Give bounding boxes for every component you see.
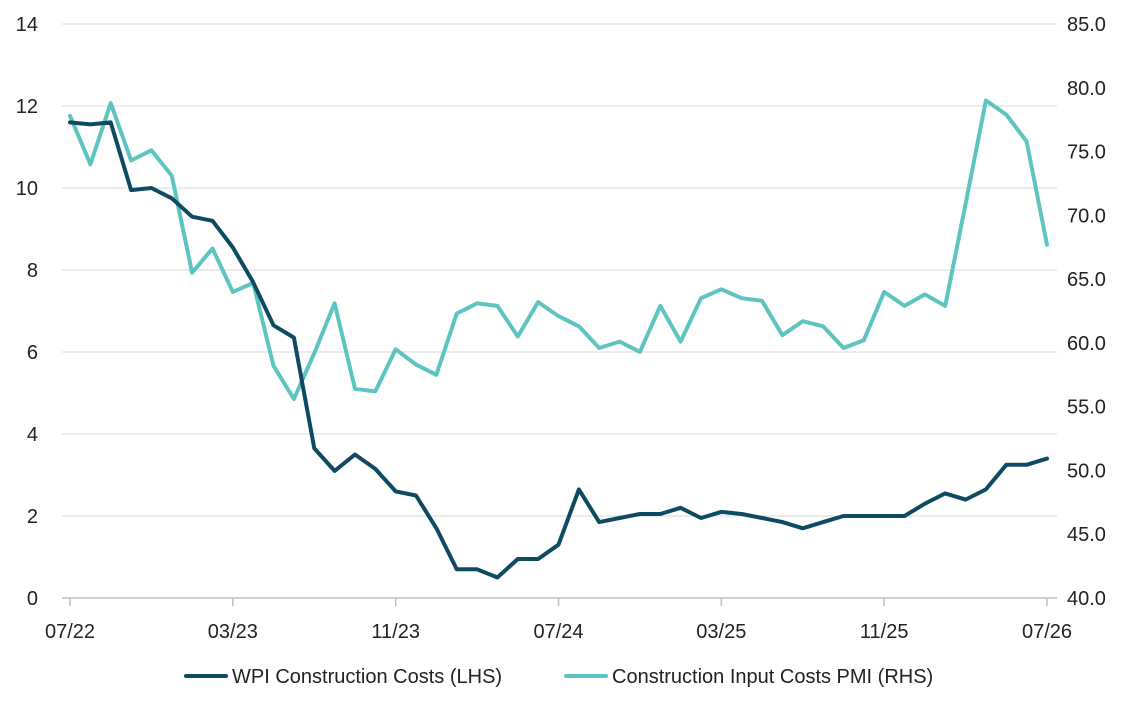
x-axis-tick-labels: 07/22 03/23 11/23 07/24 03/25 11/25 07/26 bbox=[45, 621, 1072, 643]
right-axis-tick-labels: 40.0 45.0 50.0 55.0 60.0 65.0 70.0 75.0 80.0 85.0 bbox=[1067, 14, 1106, 610]
right-axis-tick-label: 85.0 bbox=[1067, 14, 1106, 36]
x-axis-tick-label: 11/23 bbox=[371, 621, 420, 643]
left-axis-tick-label: 2 bbox=[27, 506, 38, 528]
wpi-construction-costs-line bbox=[68, 120, 1049, 580]
left-axis-tick-label: 12 bbox=[16, 96, 38, 118]
gridlines bbox=[62, 23, 1057, 517]
legend-item-pmi: Construction Input Costs PMI (RHS) bbox=[564, 666, 933, 688]
right-axis-tick-label: 45.0 bbox=[1067, 524, 1106, 546]
left-axis-tick-labels: 0 2 4 6 8 10 12 14 bbox=[16, 14, 38, 610]
right-axis-tick-label: 60.0 bbox=[1067, 333, 1106, 355]
x-axis-tick-label: 07/22 bbox=[45, 621, 95, 643]
right-axis-tick-label: 75.0 bbox=[1067, 142, 1106, 164]
right-axis-tick-label: 70.0 bbox=[1067, 205, 1106, 227]
legend-label: WPI Construction Costs (LHS) bbox=[232, 666, 502, 688]
right-axis-tick-label: 65.0 bbox=[1067, 269, 1106, 291]
left-axis-tick-label: 4 bbox=[27, 424, 38, 446]
left-axis-tick-label: 10 bbox=[16, 178, 38, 200]
right-axis-tick-label: 80.0 bbox=[1067, 78, 1106, 100]
x-axis-tick-label: 03/25 bbox=[696, 621, 746, 643]
x-axis-tick-label: 07/24 bbox=[533, 621, 583, 643]
right-axis-tick-label: 40.0 bbox=[1067, 588, 1106, 610]
x-axis-tick-label: 07/26 bbox=[1022, 621, 1072, 643]
left-axis-tick-label: 8 bbox=[27, 260, 38, 282]
left-axis-tick-label: 0 bbox=[27, 588, 38, 610]
x-axis-tick-label: 03/23 bbox=[208, 621, 258, 643]
right-axis-tick-label: 55.0 bbox=[1067, 397, 1106, 419]
left-axis-tick-label: 14 bbox=[16, 14, 38, 36]
legend-item-wpi: WPI Construction Costs (LHS) bbox=[184, 666, 502, 688]
legend-label: Construction Input Costs PMI (RHS) bbox=[612, 666, 933, 688]
right-axis-tick-label: 50.0 bbox=[1067, 460, 1106, 482]
legend: WPI Construction Costs (LHS) Construction… bbox=[184, 666, 933, 688]
series-lines bbox=[68, 98, 1049, 580]
x-axis bbox=[62, 597, 1057, 606]
construction-input-costs-pmi-line bbox=[68, 98, 1049, 401]
left-axis-tick-label: 6 bbox=[27, 342, 38, 364]
x-axis-tick-label: 11/25 bbox=[860, 621, 909, 643]
